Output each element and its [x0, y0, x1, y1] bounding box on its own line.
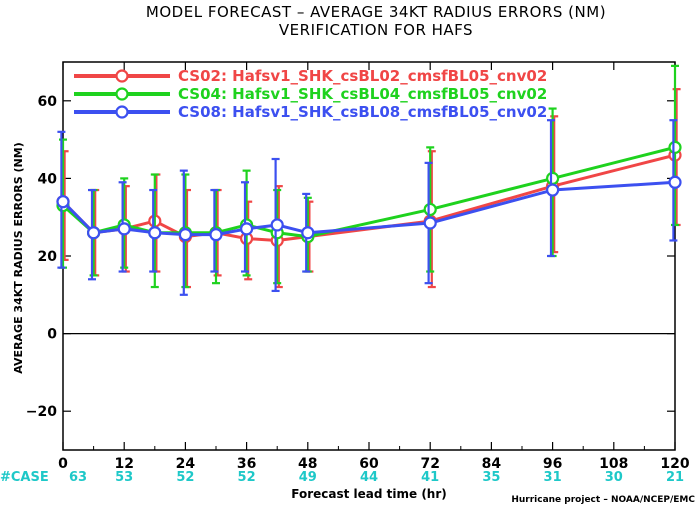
case-count: 21: [666, 470, 684, 485]
case-count: 30: [605, 470, 623, 485]
x-tick-label: 12: [114, 456, 133, 472]
case-count: 49: [299, 470, 317, 485]
data-point: [117, 222, 131, 236]
data-point: [240, 222, 254, 236]
case-count: 53: [115, 470, 133, 485]
chart-subtitle: VERIFICATION FOR HAFS: [279, 21, 473, 39]
x-tick-label: 24: [176, 456, 196, 472]
legend-swatch-marker: [115, 105, 129, 119]
case-label: #CASE: [0, 470, 49, 485]
case-count: 63: [69, 470, 87, 485]
data-point: [668, 140, 682, 154]
y-tick-label: 60: [38, 94, 58, 110]
case-count: 52: [238, 470, 256, 485]
case-count: 35: [482, 470, 500, 485]
legend-label: CS08: Hafsv1_SHK_csBL08_cmsfBL05_cnv02: [178, 103, 547, 121]
data-point: [148, 226, 162, 240]
series-layer: [56, 64, 682, 296]
case-count: 52: [176, 470, 194, 485]
x-tick-label: 72: [420, 456, 439, 472]
series-3: [56, 119, 682, 296]
x-tick-label: 108: [599, 456, 628, 472]
data-point: [209, 228, 223, 242]
legend-label: CS04: Hafsv1_SHK_csBL04_cmsfBL05_cnv02: [178, 85, 547, 103]
x-tick-label: 0: [58, 456, 68, 472]
x-tick-label: 48: [298, 456, 317, 472]
data-point: [56, 195, 70, 209]
legend-swatch-marker: [115, 87, 129, 101]
legend-label: CS02: Hafsv1_SHK_csBL02_cmsfBL05_cnv02: [178, 67, 547, 85]
y-tick-label: 40: [38, 171, 58, 187]
y-tick-label: 0: [47, 327, 57, 343]
x-axis-ticks: 0 12 24 36 48 60 72 84 96 108 120: [58, 62, 690, 472]
credit-text: Hurricane project – NOAA/NCEP/EMC: [511, 495, 695, 505]
x-tick-label: 96: [543, 456, 562, 472]
x-axis-label: Forecast lead time (hr): [291, 487, 447, 501]
x-tick-label: 60: [359, 456, 379, 472]
data-point: [668, 175, 682, 189]
data-point: [270, 218, 284, 232]
case-count: 44: [360, 470, 378, 485]
case-count-row: #CASE 63 53 52 52 49 44 41 35 31 30 21: [0, 470, 684, 485]
chart-title: MODEL FORECAST – AVERAGE 34KT RADIUS ERR…: [146, 3, 606, 21]
data-point: [545, 183, 560, 197]
data-point: [423, 202, 437, 217]
y-tick-label: −20: [26, 404, 57, 420]
y-axis-label: AVERAGE 34KT RADIUS ERRORS (NM): [12, 142, 25, 373]
data-point: [423, 216, 437, 230]
error-bars: [57, 119, 678, 296]
y-tick-label: 20: [38, 249, 58, 265]
case-count: 31: [544, 470, 562, 485]
data-point: [178, 228, 192, 242]
x-tick-label: 84: [482, 456, 502, 472]
data-point: [86, 226, 101, 240]
x-tick-label: 36: [237, 456, 256, 472]
legend: CS02: Hafsv1_SHK_csBL02_cmsfBL05_cnv02CS…: [74, 67, 547, 121]
x-tick-label: 120: [660, 456, 689, 472]
data-point: [301, 226, 315, 240]
case-count: 41: [421, 470, 439, 485]
legend-swatch-marker: [115, 69, 129, 83]
data-point: [545, 171, 560, 185]
